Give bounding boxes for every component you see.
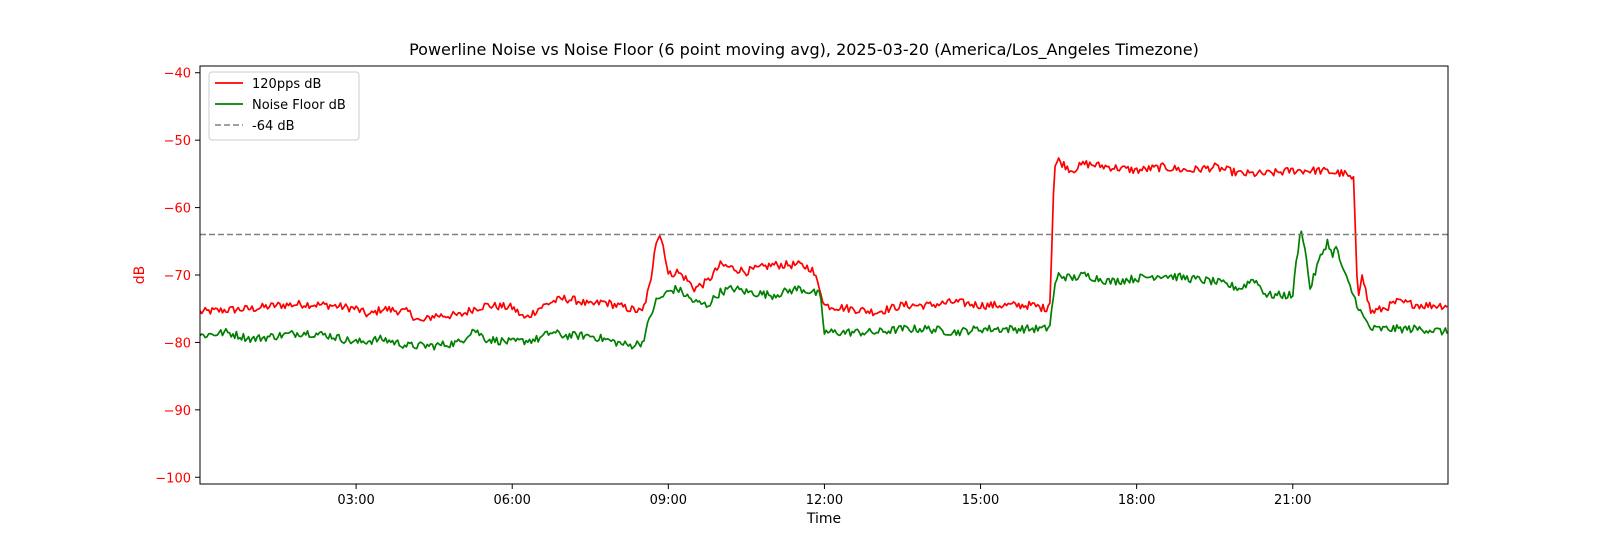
x-axis: 03:00 06:00 09:00 12:00 15:00 18:00 21:00 — [337, 484, 1311, 508]
x-axis-label: Time — [806, 511, 841, 527]
y-tick-label: −50 — [164, 134, 191, 149]
series-noise-floor-line — [200, 230, 1448, 351]
y-axis: −100 −90 −80 −70 −60 −50 −40 — [155, 67, 200, 486]
x-tick-label: 06:00 — [493, 493, 530, 508]
y-tick-label: −70 — [164, 269, 191, 284]
legend-label-reference: -64 dB — [252, 119, 295, 134]
y-tick-label: −40 — [164, 67, 191, 82]
y-tick-label: −100 — [155, 471, 191, 486]
chart-title: Powerline Noise vs Noise Floor (6 point … — [409, 40, 1199, 60]
x-tick-label: 03:00 — [337, 493, 374, 508]
plot-area — [200, 157, 1448, 351]
y-axis-label: dB — [132, 266, 148, 285]
y-tick-label: −90 — [164, 404, 191, 419]
x-tick-label: 12:00 — [806, 493, 843, 508]
y-tick-label: −60 — [164, 202, 191, 217]
x-tick-label: 15:00 — [962, 493, 999, 508]
x-tick-label: 09:00 — [650, 493, 687, 508]
x-tick-label: 21:00 — [1274, 493, 1311, 508]
legend: 120pps dB Noise Floor dB -64 dB — [208, 71, 360, 141]
legend-label-120pps: 120pps dB — [252, 77, 321, 92]
legend-box — [208, 71, 360, 141]
y-tick-label: −80 — [164, 336, 191, 351]
series-120pps-line — [200, 157, 1448, 322]
legend-label-noise-floor: Noise Floor dB — [252, 98, 346, 113]
x-tick-label: 18:00 — [1118, 493, 1155, 508]
